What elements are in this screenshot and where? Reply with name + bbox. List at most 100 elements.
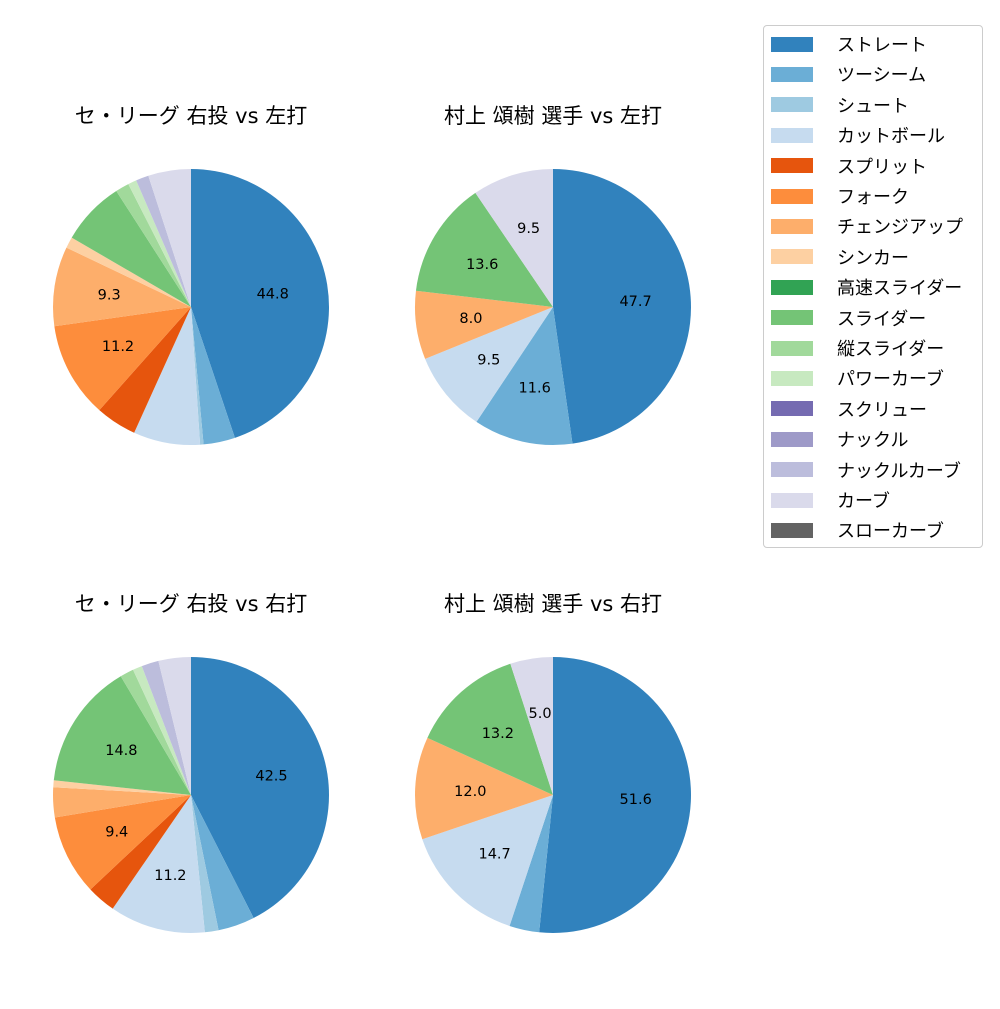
legend-label: シンカー bbox=[837, 247, 909, 269]
legend-label: 縦スライダー bbox=[837, 339, 945, 360]
pie-slice bbox=[134, 307, 201, 445]
pie-slice bbox=[54, 795, 191, 890]
legend-label: 高速スライダー bbox=[837, 278, 963, 300]
slice-value-label: 51.6 bbox=[620, 792, 652, 808]
pie-chart-murakami-vs-right: 村上 頌樹 選手 vs 右打 51.6 14.7 12.0 13.2 5.0 bbox=[373, 589, 733, 1009]
pie-slice bbox=[120, 669, 191, 795]
slice-value-label: 14.7 bbox=[478, 847, 510, 863]
legend-item: カーブ bbox=[771, 488, 890, 512]
pie-slice bbox=[53, 676, 191, 795]
legend-swatch bbox=[771, 36, 813, 52]
slice-value-label: 13.2 bbox=[482, 726, 514, 742]
legend-swatch bbox=[771, 492, 813, 508]
slice-value-label: 47.7 bbox=[619, 294, 651, 310]
pie-slice bbox=[53, 780, 192, 795]
legend-swatch bbox=[771, 97, 813, 113]
slice-value-label: 9.3 bbox=[98, 287, 121, 303]
legend-item: ナックル bbox=[771, 427, 908, 451]
pie-slice bbox=[475, 169, 553, 307]
slice-value-label: 9.5 bbox=[517, 221, 540, 237]
pie-slice bbox=[71, 190, 191, 307]
legend-item: ナックルカーブ bbox=[771, 458, 961, 482]
legend-label: ナックルカーブ bbox=[837, 460, 961, 482]
slice-value-label: 9.5 bbox=[477, 352, 500, 368]
legend-item: チェンジアップ bbox=[771, 214, 963, 238]
legend-label: パワーカーブ bbox=[837, 369, 944, 391]
slice-value-label: 11.2 bbox=[102, 339, 134, 355]
legend-swatch bbox=[771, 158, 813, 174]
pie-slice bbox=[422, 795, 553, 926]
legend-label: ナックル bbox=[837, 430, 909, 452]
legend-item: 縦スライダー bbox=[771, 336, 944, 360]
legend-label: ストレート bbox=[837, 35, 927, 56]
pie-slice bbox=[415, 737, 553, 840]
legend-item: スライダー bbox=[771, 306, 926, 330]
pie-slice bbox=[415, 290, 553, 359]
slice-value-label: 9.4 bbox=[105, 825, 128, 841]
legend: ストレートツーシームシュートカットボール スプリットフォークチェンジアップシンカー… bbox=[763, 25, 983, 548]
legend-item: ストレート bbox=[771, 32, 927, 56]
pie-slice bbox=[116, 184, 191, 307]
legend-swatch bbox=[771, 66, 813, 82]
pie-chart-league-vs-left: セ・リーグ 右投 vs 左打 44.8 11.2 9.3 bbox=[11, 101, 371, 521]
legend-label: ツーシーム bbox=[837, 65, 927, 87]
pie-slice bbox=[141, 660, 191, 795]
pie-chart-murakami-vs-left: 村上 頌樹 選手 vs 左打 47.7 11.6 9.5 8.0 13.6 9.5 bbox=[373, 101, 733, 521]
pie-svg: 42.5 11.2 9.4 14.8 bbox=[53, 657, 330, 933]
legend-label: シュート bbox=[837, 95, 909, 117]
legend-item: シンカー bbox=[771, 245, 909, 269]
chart-title: セ・リーグ 右投 vs 左打 bbox=[74, 104, 308, 128]
legend-swatch bbox=[771, 127, 813, 143]
legend-item: スローカーブ bbox=[771, 518, 944, 542]
slice-value-label: 5.0 bbox=[529, 706, 552, 722]
pie-slice bbox=[158, 657, 191, 795]
slice-value-label: 44.8 bbox=[257, 287, 289, 303]
legend-swatch bbox=[771, 249, 813, 265]
pie-slice bbox=[52, 247, 191, 327]
legend-swatch bbox=[771, 218, 813, 234]
pie-slice bbox=[191, 795, 254, 931]
pie-slice bbox=[191, 307, 204, 445]
legend-swatch bbox=[771, 188, 813, 204]
pie-slice bbox=[539, 657, 691, 933]
legend-swatch bbox=[771, 522, 813, 538]
pie-slice bbox=[415, 192, 553, 307]
chart-title: セ・リーグ 右投 vs 右打 bbox=[74, 592, 308, 616]
legend-item: パワーカーブ bbox=[771, 366, 944, 390]
pie-slice bbox=[128, 180, 191, 307]
legend-label: スライダー bbox=[837, 308, 927, 330]
legend-item: 高速スライダー bbox=[771, 275, 962, 299]
pie-slice bbox=[425, 307, 553, 422]
pie-slice bbox=[510, 657, 553, 795]
pie-slice bbox=[53, 787, 191, 818]
slice-value-label: 11.6 bbox=[519, 381, 551, 397]
pie-slice bbox=[112, 795, 205, 933]
legend-item: スクリュー bbox=[771, 397, 927, 421]
pie-slice bbox=[54, 307, 191, 411]
legend-item: シュート bbox=[771, 93, 909, 117]
slice-value-label: 11.2 bbox=[154, 868, 186, 884]
legend-label: フォーク bbox=[837, 187, 909, 208]
pie-slice bbox=[476, 307, 573, 445]
legend-label: スプリット bbox=[837, 156, 927, 178]
legend-item: カットボール bbox=[771, 123, 945, 147]
pie-slice bbox=[427, 663, 553, 795]
pie-slice bbox=[66, 237, 191, 307]
legend-label: カットボール bbox=[837, 126, 945, 148]
chart-title: 村上 頌樹 選手 vs 左打 bbox=[443, 104, 663, 128]
slice-value-label: 14.8 bbox=[105, 743, 137, 759]
pie-chart-league-vs-right: セ・リーグ 右投 vs 右打 42.5 11.2 9.4 14.8 bbox=[11, 589, 371, 1009]
legend-item: スプリット bbox=[771, 154, 927, 178]
pie-slice bbox=[99, 307, 191, 433]
legend-item: フォーク bbox=[771, 184, 909, 208]
legend-swatch bbox=[771, 310, 813, 326]
chart-title: 村上 頌樹 選手 vs 右打 bbox=[443, 592, 663, 616]
legend-label: カーブ bbox=[837, 491, 890, 512]
legend-swatch bbox=[771, 279, 813, 295]
pie-slice bbox=[90, 795, 191, 909]
pie-slice bbox=[133, 666, 191, 795]
legend-label: スローカーブ bbox=[837, 521, 944, 543]
legend-swatch bbox=[771, 431, 813, 447]
pie-slice bbox=[509, 795, 553, 933]
legend-swatch bbox=[771, 401, 813, 417]
